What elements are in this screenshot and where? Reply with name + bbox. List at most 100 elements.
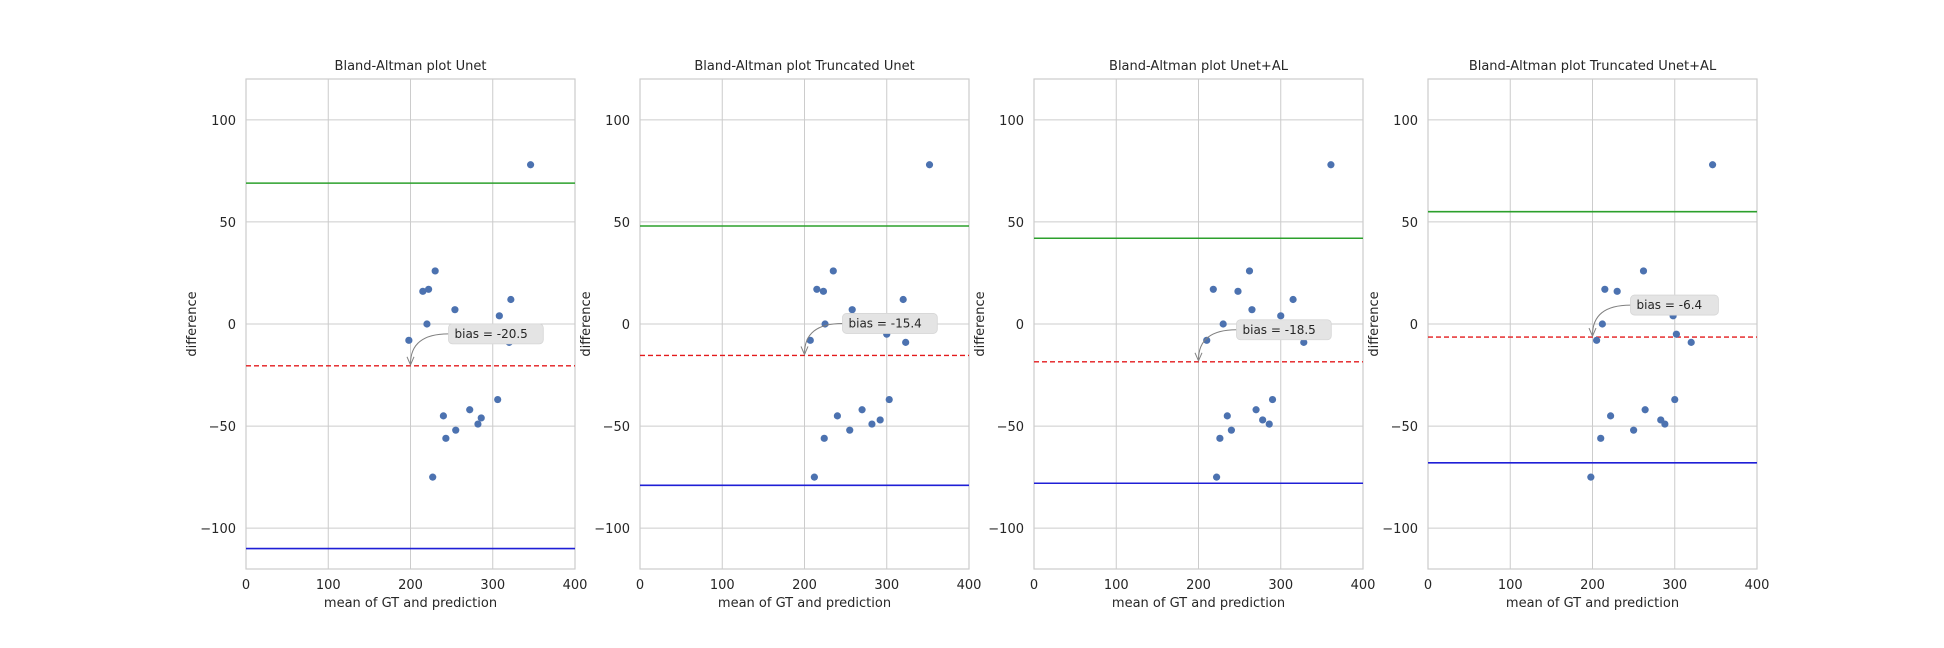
panel-3: 0 100 200 300 400 −100 −50 0 50 100 Bland-Altman p…	[973, 59, 1375, 611]
panel-2: 0 100 200 300 400 −100 −50 0 50 100 Bland-Altman p…	[579, 59, 981, 611]
panel-4: 0 100 200 300 400 −100 −50 0 50 100 Bland-Altman p…	[1367, 59, 1769, 611]
data-point	[1687, 338, 1695, 346]
bias-annotation-box	[1236, 319, 1332, 341]
x-axis-label: mean of GT and prediction	[718, 596, 891, 611]
y-tick-label: −50	[209, 420, 236, 435]
data-point	[1630, 426, 1638, 434]
panel-1: 0 100 200 300 400 −100 −50 0 50 100 Bland-Altman p…	[185, 59, 587, 611]
x-tick-label: 400	[563, 578, 588, 593]
data-point	[1248, 306, 1256, 314]
bias-annotation-arrow	[1592, 304, 1631, 336]
data-point	[1327, 161, 1335, 169]
bias-annotation-label: bias = -6.4	[1637, 298, 1703, 312]
axes-frame	[1427, 78, 1758, 570]
data-point	[1613, 287, 1621, 295]
data-point	[1268, 395, 1277, 404]
data-point	[1227, 426, 1235, 434]
plot-area	[640, 161, 969, 487]
panel-title: Bland-Altman plot Truncated Unet+AL	[1469, 59, 1717, 74]
y-tick-label: 50	[1401, 216, 1418, 231]
x-tick-label: 100	[1104, 578, 1129, 593]
y-axis-label: difference	[1367, 291, 1382, 356]
data-point	[451, 306, 459, 314]
axes-frame	[1033, 78, 1364, 570]
y-tick-label: −50	[997, 420, 1024, 435]
y-tick-label: 50	[613, 216, 630, 231]
data-point	[1639, 267, 1648, 275]
bias-annotation-arrow	[1198, 329, 1237, 360]
x-tick-label: 300	[874, 578, 899, 593]
y-tick-label: −100	[988, 522, 1024, 537]
data-point	[810, 473, 818, 481]
y-tick-label: −100	[594, 522, 630, 537]
data-point	[423, 320, 431, 328]
data-point	[876, 416, 884, 424]
data-point	[474, 420, 482, 428]
data-point	[1598, 320, 1606, 328]
data-point	[1234, 287, 1242, 295]
y-axis-label: difference	[973, 291, 988, 356]
data-point	[452, 426, 460, 434]
data-point	[442, 434, 450, 442]
plot-area	[1034, 161, 1363, 485]
x-axis-label: mean of GT and prediction	[1506, 596, 1679, 611]
data-point	[819, 287, 828, 295]
y-tick-label: 50	[1007, 216, 1024, 231]
y-tick-label: 0	[1016, 318, 1024, 333]
data-point	[858, 406, 866, 414]
x-tick-label: 300	[480, 578, 505, 593]
bias-annotation-label: bias = -15.4	[849, 316, 922, 330]
data-point	[1606, 412, 1615, 420]
x-tick-label: 200	[398, 578, 423, 593]
data-point	[429, 473, 437, 481]
y-tick-label: 100	[211, 114, 236, 129]
x-axis-label: mean of GT and prediction	[324, 596, 497, 611]
y-tick-label: 100	[1393, 114, 1418, 129]
data-point	[1209, 285, 1217, 293]
data-point	[495, 312, 503, 320]
y-tick-label: 100	[605, 114, 630, 129]
data-point	[1252, 406, 1260, 414]
y-tick-label: −50	[1391, 420, 1418, 435]
data-point	[494, 395, 502, 404]
bias-annotation-box	[842, 313, 938, 334]
data-point	[846, 426, 854, 434]
data-point	[1216, 434, 1224, 442]
data-point	[1672, 330, 1680, 338]
x-tick-label: 200	[1580, 578, 1605, 593]
data-point	[925, 161, 934, 169]
y-tick-label: 100	[999, 114, 1024, 129]
y-tick-label: 0	[1410, 318, 1418, 333]
bias-annotation-arrowhead	[800, 346, 809, 356]
data-point	[477, 414, 485, 422]
axes-frame	[639, 78, 970, 570]
bias-annotation-arrowhead	[1194, 352, 1203, 363]
data-point	[1593, 336, 1601, 344]
data-point	[1601, 285, 1609, 293]
data-point	[1277, 312, 1285, 320]
data-point	[885, 395, 893, 404]
data-point	[1671, 395, 1679, 404]
x-tick-label: 200	[1186, 578, 1211, 593]
x-tick-label: 100	[316, 578, 341, 593]
data-point	[1597, 434, 1605, 442]
x-tick-label: 0	[1424, 578, 1432, 593]
data-point	[1212, 473, 1221, 481]
y-tick-label: 0	[228, 318, 236, 333]
x-tick-label: 100	[710, 578, 735, 593]
data-point	[813, 285, 821, 293]
data-point	[899, 295, 907, 304]
x-tick-label: 100	[1498, 578, 1523, 593]
panel-title: Bland-Altman plot Truncated Unet	[694, 59, 914, 74]
bias-annotation-arrow	[804, 322, 843, 354]
data-point	[419, 287, 427, 295]
data-point	[1223, 412, 1231, 420]
data-point	[424, 285, 433, 293]
data-point	[405, 336, 413, 344]
panel-title: Bland-Altman plot Unet	[335, 59, 487, 74]
data-point	[868, 420, 876, 428]
bias-annotation-arrowhead	[406, 356, 415, 367]
x-tick-label: 300	[1268, 578, 1293, 593]
bias-annotation-box	[448, 323, 544, 345]
